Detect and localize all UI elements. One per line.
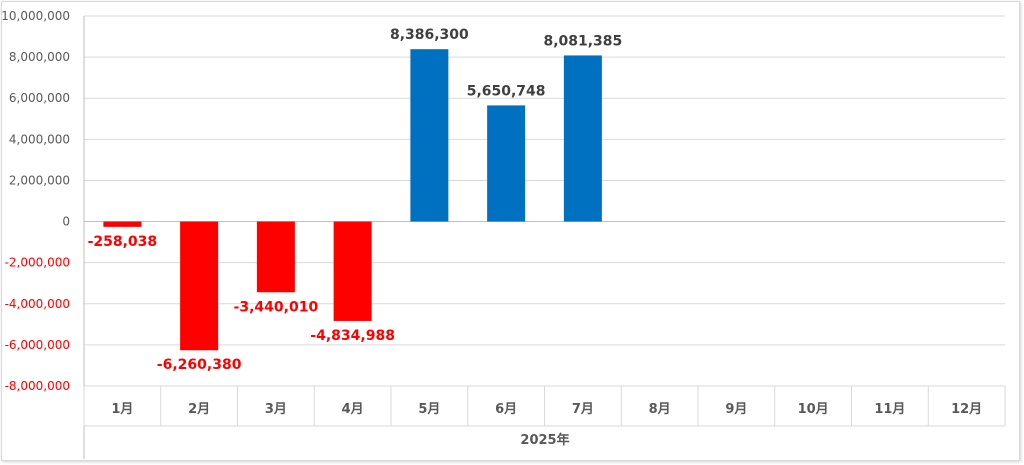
x-tick-label: 11月: [874, 402, 905, 417]
x-axis-title: 2025年: [520, 432, 569, 448]
data-labels: -258,038 -6,260,380 -3,440,010 -4,834,988 8,…: [88, 27, 623, 373]
x-tick-label: 7月: [572, 402, 594, 417]
bars: [103, 49, 602, 351]
bar-negative: [256, 221, 295, 293]
bar-negative: [180, 221, 219, 351]
y-tick-label: -2,000,000: [5, 256, 70, 270]
x-tick-label: 10月: [798, 402, 829, 417]
data-label: 8,386,300: [390, 27, 469, 43]
y-tick-label: 8,000,000: [9, 50, 70, 64]
x-tick-label: 9月: [725, 402, 747, 417]
y-tick-label: -8,000,000: [5, 379, 70, 393]
data-label: -3,440,010: [234, 299, 319, 315]
x-tick-label: 12月: [951, 402, 982, 417]
y-tick-label: -6,000,000: [5, 338, 70, 352]
data-label: 8,081,385: [543, 33, 622, 49]
y-axis-tick-labels: 10,000,000 8,000,000 6,000,000 4,000,000 2,0…: [1, 9, 70, 393]
y-tick-label: 0: [62, 215, 70, 229]
y-tick-label: 4,000,000: [9, 132, 70, 146]
x-tick-label: 2月: [188, 402, 210, 417]
x-axis-tick-labels: 1月 2月 3月 4月 5月 6月 7月 8月 9月 10月 11月 12月: [111, 402, 982, 417]
data-label: 5,650,748: [467, 83, 546, 99]
axes: [83, 16, 1006, 459]
bar-positive: [410, 49, 449, 222]
x-tick-label: 5月: [418, 402, 440, 417]
gridlines: [84, 15, 1005, 387]
data-label: -4,834,988: [310, 328, 395, 344]
y-tick-label: 10,000,000: [1, 9, 70, 23]
x-tick-label: 1月: [111, 402, 133, 417]
bar-negative: [333, 221, 372, 321]
x-tick-label: 8月: [649, 402, 671, 417]
y-tick-label: 6,000,000: [9, 91, 70, 105]
y-tick-label: 2,000,000: [9, 173, 70, 187]
data-label: -258,038: [88, 234, 158, 250]
x-tick-label: 4月: [342, 402, 364, 417]
bar-positive: [487, 105, 526, 222]
y-tick-label: -4,000,000: [5, 297, 70, 311]
data-label: -6,260,380: [157, 357, 242, 373]
bar-positive: [563, 55, 602, 222]
x-tick-label: 3月: [265, 402, 287, 417]
x-tick-label: 6月: [495, 402, 517, 417]
bar-negative: [103, 221, 142, 227]
